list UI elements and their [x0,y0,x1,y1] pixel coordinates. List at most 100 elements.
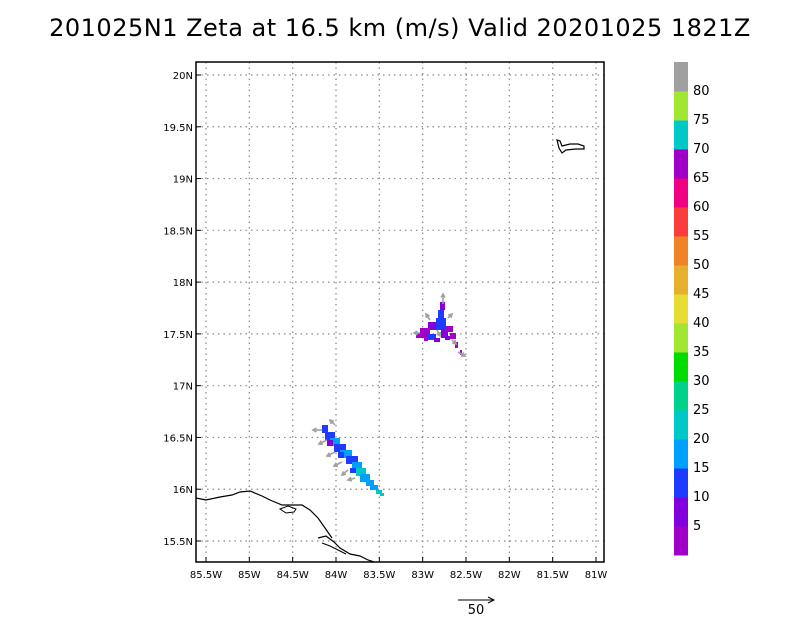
colorbar-label: 5 [693,519,701,534]
vorticity-cell [325,432,335,440]
lat-tick-label: 15.5N [163,537,193,548]
colorbar-swatch [674,178,688,208]
lon-tick-label: 85W [238,570,261,581]
grid-lines [196,62,604,562]
vorticity-cell [356,468,366,476]
vorticity-cell [346,456,358,464]
colorbar-label: 10 [693,490,710,505]
vorticity-cell [450,333,456,339]
vorticity-cell [380,493,384,496]
lon-tick-label: 84W [325,570,348,581]
colorbar-swatch [674,91,688,121]
colorbar-label: 15 [693,461,710,476]
colorbar: 5 10 15 20 25 30 35 40 45 50 55 60 65 70 75 80 [674,62,710,556]
colorbar-swatch [674,410,688,440]
vector-key-label: 50 [468,603,485,618]
vorticity-cell [434,338,440,342]
vorticity-cell [438,310,444,320]
colorbar-label: 75 [693,113,710,128]
vorticity-cell [340,450,352,458]
caratasca-lagoon-outline [317,535,375,563]
honduras-coastline [195,490,333,539]
lon-tick-label: 81.5W [537,570,569,581]
roatan-island-outline [278,505,297,514]
wind-vector-head-icon [311,427,317,433]
lat-tick-label: 18N [173,278,193,289]
lon-tick-label: 85.5W [190,570,222,581]
vorticity-cell [441,329,448,338]
wind-vector-head-icon [325,452,332,457]
lon-tick-label: 82W [498,570,521,581]
colorbar-swatch [674,120,688,150]
lon-tick-label: 81W [585,570,608,581]
wind-vector-head-icon [436,331,441,338]
vorticity-cell [350,468,356,473]
wind-vector-head-icon [332,462,339,467]
colorbar-swatch [674,294,688,324]
vorticity-cell [436,318,446,330]
lat-tick-label: 16N [173,485,193,496]
wind-vector-head-icon [425,312,430,319]
lagoon-inner-outline [321,542,347,555]
vorticity-cell [428,334,436,340]
plot-frame [195,61,605,563]
vorticity-band-south [311,418,384,496]
vorticity-cell [420,328,430,335]
vorticity-cell [334,444,346,452]
lat-tick-label: 19N [173,175,193,186]
colorbar-label: 60 [693,200,710,215]
colorbar-label: 35 [693,345,710,360]
colorbar-swatch [674,62,688,92]
wind-vector-head-icon [346,476,353,482]
vorticity-cell [366,480,374,486]
vorticity-cell [445,326,453,332]
colorbar-label: 55 [693,229,710,244]
vorticity-cell [330,438,340,446]
axis-ticks: 85.5W 85W 84.5W 84W 83.5W 83W 82.5W 82W 81.5W 81W… [163,71,607,581]
lat-tick-label: 20N [173,71,193,82]
vorticity-cell [416,333,430,338]
colorbar-swatch [674,236,688,266]
colorbar-swatch [674,149,688,179]
colorbar-swatch [674,352,688,382]
map-title: 201025N1 Zeta at 16.5 km (m/s) Valid 202… [49,14,751,42]
wind-vector-head-icon [340,470,347,477]
vorticity-cell [370,485,378,490]
colorbar-swatch [674,439,688,469]
colorbar-label: 70 [693,142,710,157]
lat-tick-label: 19.5N [163,123,193,134]
vorticity-cell [360,474,370,482]
vorticity-cell [445,336,450,340]
vorticity-cell [338,452,344,458]
vorticity-cell [322,425,328,433]
wind-vector-head-icon [447,312,454,319]
colorbar-label: 20 [693,432,710,447]
wind-vector-head-icon [328,418,335,425]
colorbar-label: 45 [693,287,710,302]
lon-tick-label: 83.5W [363,570,395,581]
lon-tick-label: 84.5W [277,570,309,581]
colorbar-label: 30 [693,374,710,389]
lon-tick-label: 82.5W [450,570,482,581]
vorticity-cell [424,337,428,341]
vorticity-cell [327,440,333,446]
lat-tick-label: 16.5N [163,433,193,444]
colorbar-swatch [674,497,688,527]
colorbar-swatch [674,265,688,295]
colorbar-swatch [674,381,688,411]
vector-key-arrowhead-icon [487,596,496,604]
vorticity-cell [376,490,382,494]
lat-tick-label: 17.5N [163,330,193,341]
wind-vector-head-icon [440,292,446,298]
vorticity-cell [428,322,436,330]
colorbar-swatch [674,468,688,498]
wind-vector-head-icon [451,339,458,346]
vorticity-cell [352,462,362,470]
colorbar-label: 65 [693,171,710,186]
cayman-island-outline [556,139,585,154]
colorbar-swatch [674,323,688,353]
vorticity-cell [455,342,458,348]
vorticity-cluster-north [412,292,467,357]
colorbar-label: 40 [693,316,710,331]
